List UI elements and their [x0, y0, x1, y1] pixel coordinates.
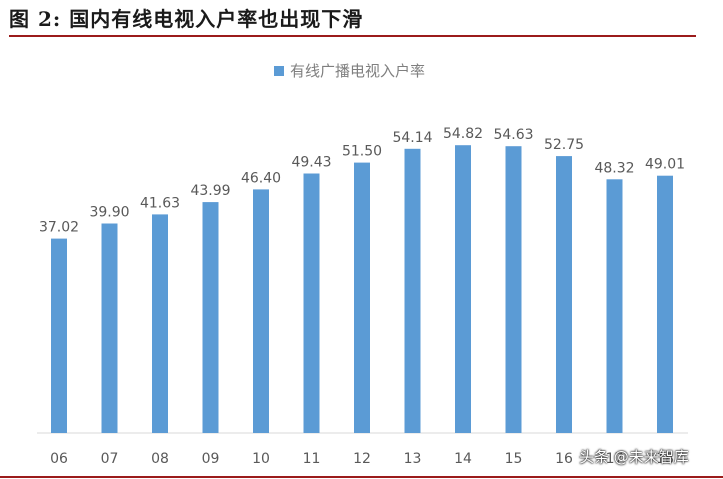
bar-16: [556, 156, 572, 433]
x-tick-label-12: 12: [353, 451, 371, 467]
bar-08: [152, 214, 168, 433]
bar-09: [202, 202, 219, 433]
value-label-11: 49.43: [291, 155, 331, 171]
value-label-15: 54.63: [493, 127, 533, 143]
bottom-rule: [0, 476, 723, 478]
bar-15: [505, 146, 522, 433]
bars-group: [51, 145, 673, 434]
x-tick-labels-group: 06 07 08 09 10 11 12 13 14 15 16 17 18: [50, 451, 674, 467]
x-tick-label-16: 16: [555, 451, 573, 467]
bar-18: [657, 175, 673, 433]
value-label-06: 37.02: [39, 220, 79, 236]
x-tick-label-06: 06: [50, 451, 68, 467]
x-tick-label-17: 17: [606, 451, 624, 467]
x-tick-label-10: 10: [252, 451, 270, 467]
value-label-08: 41.63: [140, 195, 180, 211]
bar-06: [51, 238, 67, 433]
x-tick-label-08: 08: [151, 451, 169, 467]
value-label-18: 49.01: [645, 157, 685, 173]
bar-12: [354, 162, 370, 433]
value-label-17: 48.32: [594, 160, 634, 176]
chart-legend: 有线广播电视入户率: [274, 62, 425, 80]
value-label-12: 51.50: [342, 144, 382, 160]
legend-swatch: [274, 66, 284, 76]
title-rule: [9, 35, 696, 37]
figure-title: 图 2: 国内有线电视入户率也出现下滑: [9, 7, 364, 31]
x-tick-label-09: 09: [202, 451, 220, 467]
x-tick-label-14: 14: [454, 451, 472, 467]
value-label-09: 43.99: [190, 183, 230, 199]
x-tick-label-11: 11: [303, 451, 321, 467]
value-label-13: 54.14: [392, 130, 432, 146]
value-label-16: 52.75: [544, 137, 584, 153]
x-tick-label-13: 13: [404, 451, 422, 467]
bar-13: [404, 148, 421, 434]
value-label-07: 39.90: [89, 205, 129, 221]
bar-17: [606, 179, 623, 433]
bar-07: [101, 223, 118, 433]
bar-11: [303, 173, 320, 433]
value-label-10: 46.40: [241, 170, 281, 186]
x-tick-label-15: 15: [505, 451, 523, 467]
x-tick-label-07: 07: [101, 451, 119, 467]
legend-label: 有线广播电视入户率: [290, 62, 425, 80]
x-tick-label-18: 18: [656, 451, 674, 467]
bar-14: [455, 145, 471, 433]
watermark-text: 头条 @未来智库: [579, 448, 689, 466]
value-labels-group: 37.02 39.90 41.63 43.99 46.40 49.43 51.50 54.14…: [39, 126, 685, 235]
value-label-14: 54.82: [443, 126, 483, 142]
bar-10: [253, 189, 269, 433]
